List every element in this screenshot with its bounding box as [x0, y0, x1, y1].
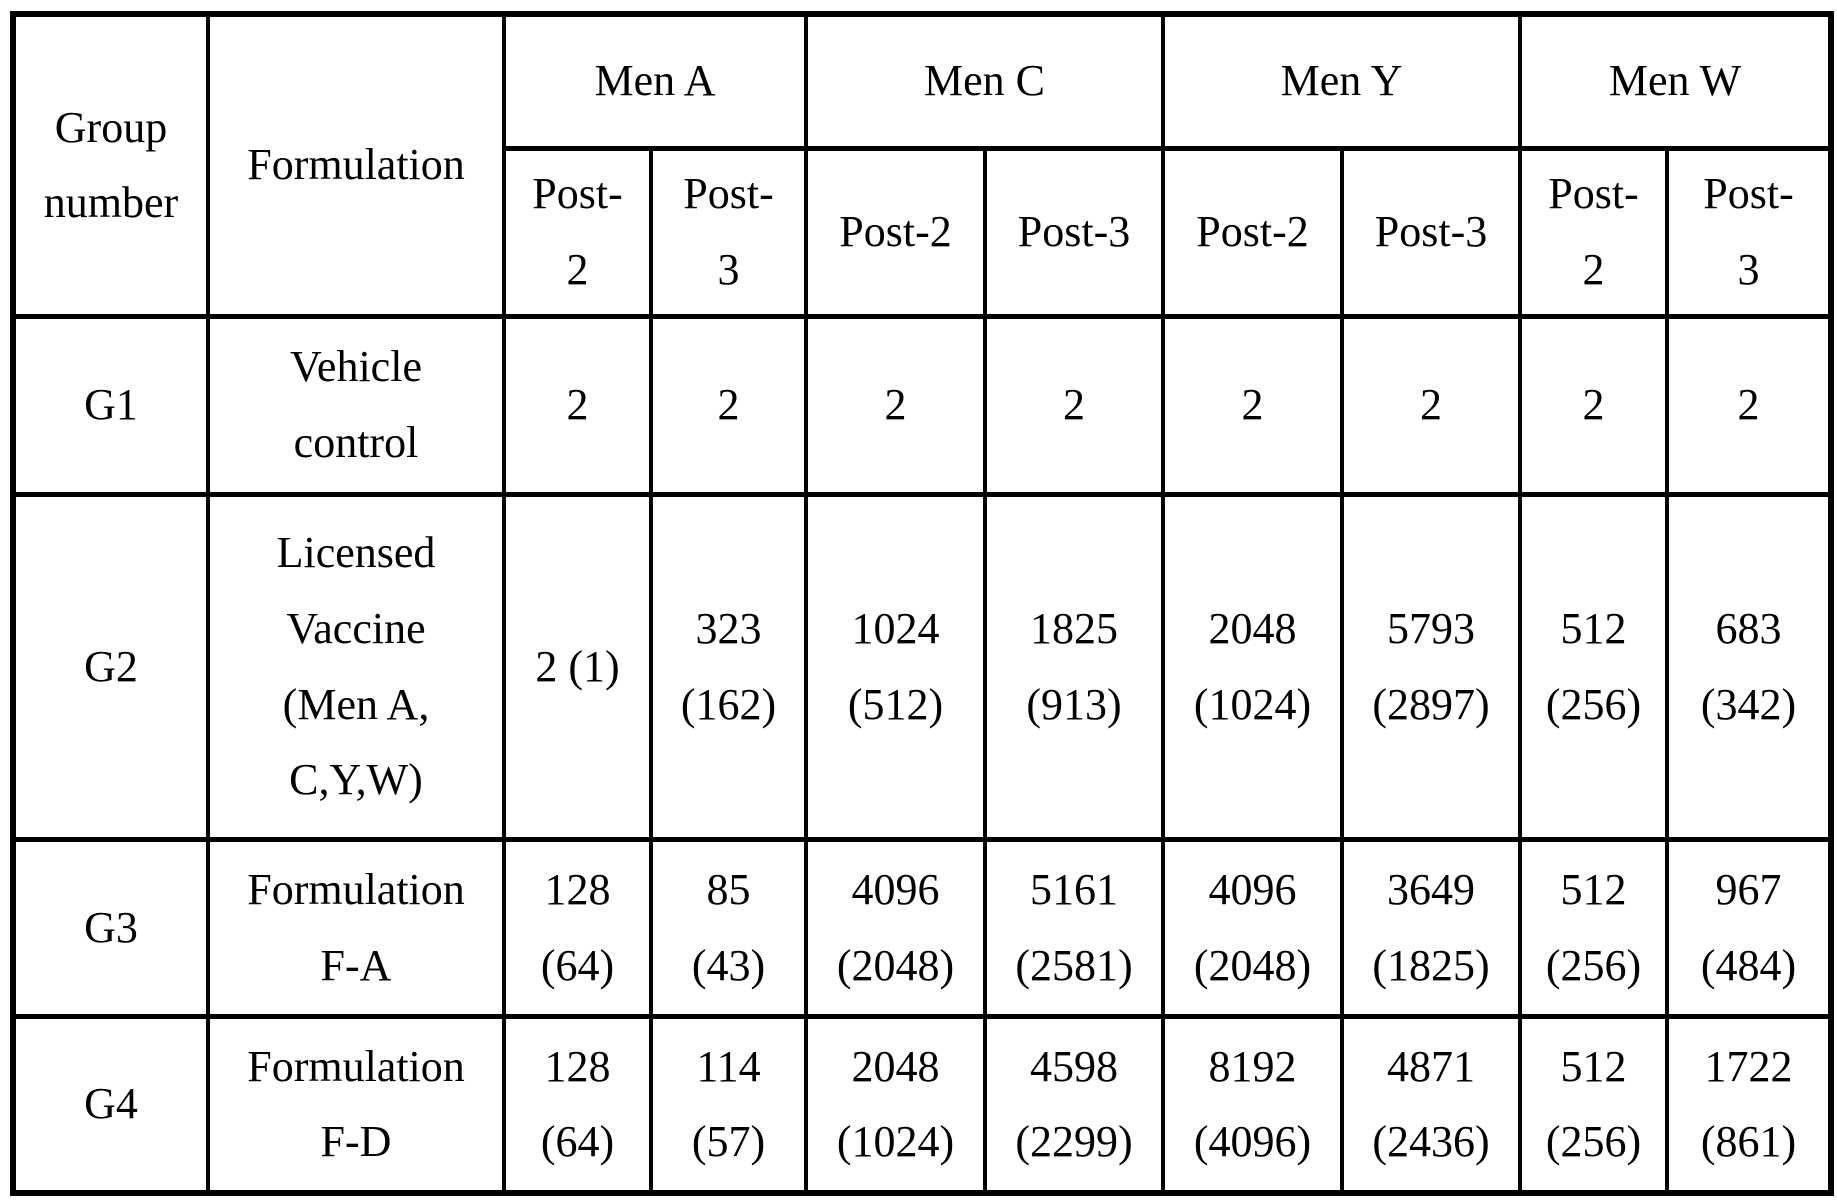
cell-g2-men-a-post3: 323 (162) [649, 491, 808, 842]
header-row-timepoints: Post- 2 Post- 3 Post-2 Post-3 Post-2 Pos… [13, 145, 1834, 319]
cell-g1-men-w-post2: 2 [1518, 313, 1670, 497]
header-row-serogroups: Group number Formulation Men A Men C Men… [11, 11, 1834, 319]
table-row-g3: G3 Formulation F-A 128 (64) 85 (43) 4096… [11, 836, 1834, 1019]
subheader-men-c-post2: Post-2 [804, 145, 987, 319]
titer-table: Group number Formulation Men A Men C Men… [10, 11, 1835, 1196]
cell-g4-men-w-post3: 1722 (861) [1665, 1013, 1834, 1196]
cell-g4-men-c-post3: 4598 (2299) [983, 1013, 1165, 1196]
subheader-men-w-post3: Post- 3 [1665, 145, 1834, 319]
cell-g4-men-y-post2: 8192 (4096) [1161, 1013, 1344, 1196]
cell-g3-men-c-post2: 4096 (2048) [804, 836, 987, 1019]
row-label-g3: G3 [11, 836, 210, 1019]
formulation-g1: Vehicle control [206, 313, 506, 497]
header-men-y: Men Y [1160, 11, 1523, 151]
cell-g3-men-w-post2: 512 (256) [1518, 836, 1670, 1019]
cell-g4-men-w-post2: 512 (256) [1518, 1013, 1670, 1196]
cell-g1-men-c-post3: 2 [983, 313, 1165, 497]
cell-g3-men-w-post3: 967 (484) [1665, 836, 1834, 1019]
cell-g1-men-y-post2: 2 [1161, 313, 1344, 497]
row-label-g4: G4 [11, 1013, 210, 1196]
cell-g2-men-c-post3: 1825 (913) [983, 491, 1165, 842]
subheader-men-a-post3: Post- 3 [649, 145, 808, 319]
cell-g1-men-w-post3: 2 [1665, 313, 1834, 497]
cell-g2-men-y-post3: 5793 (2897) [1339, 491, 1523, 842]
cell-g1-men-a-post2: 2 [502, 313, 653, 497]
subheader-men-y-post2: Post-2 [1161, 145, 1344, 319]
cell-g3-men-a-post2: 128 (64) [502, 836, 653, 1019]
table-row-g4: G4 Formulation F-D 128 (64) 114 (57) 204… [11, 1013, 1834, 1196]
cell-g1-men-c-post2: 2 [804, 313, 987, 497]
subheader-men-y-post3: Post-3 [1339, 145, 1523, 319]
header-men-a: Men A [502, 11, 808, 151]
row-label-g2: G2 [11, 491, 210, 842]
subheader-men-c-post3: Post-3 [983, 145, 1165, 319]
cell-g3-men-y-post2: 4096 (2048) [1161, 836, 1344, 1019]
cell-g3-men-y-post3: 3649 (1825) [1339, 836, 1523, 1019]
formulation-g2: Licensed Vaccine (Men A, C,Y,W) [206, 491, 506, 842]
cell-g2-men-w-post2: 512 (256) [1518, 491, 1670, 842]
cell-g3-men-a-post3: 85 (43) [649, 836, 808, 1019]
cell-g4-men-a-post3: 114 (57) [649, 1013, 808, 1196]
row-label-g1: G1 [11, 313, 210, 497]
cell-g2-men-y-post2: 2048 (1024) [1161, 491, 1344, 842]
header-formulation: Formulation [206, 11, 506, 319]
cell-g2-men-w-post3: 683 (342) [1665, 491, 1834, 842]
table-row-g2: G2 Licensed Vaccine (Men A, C,Y,W) 2 (1)… [11, 491, 1834, 842]
cell-g4-men-a-post2: 128 (64) [502, 1013, 653, 1196]
header-men-w: Men W [1518, 11, 1834, 151]
header-group-number: Group number [11, 11, 210, 319]
subheader-men-a-post2: Post- 2 [502, 145, 653, 319]
header-men-c: Men C [804, 11, 1165, 151]
cell-g2-men-a-post2: 2 (1) [502, 491, 653, 842]
cell-g4-men-c-post2: 2048 (1024) [804, 1013, 987, 1196]
cell-g4-men-y-post3: 4871 (2436) [1339, 1013, 1523, 1196]
cell-g3-men-c-post3: 5161 (2581) [983, 836, 1165, 1019]
cell-g1-men-y-post3: 2 [1339, 313, 1523, 497]
formulation-g3: Formulation F-A [206, 836, 506, 1019]
subheader-men-w-post2: Post- 2 [1518, 145, 1670, 319]
cell-g2-men-c-post2: 1024 (512) [804, 491, 987, 842]
table-row-g1: G1 Vehicle control 2 2 2 2 2 2 2 2 [11, 313, 1834, 497]
cell-g1-men-a-post3: 2 [649, 313, 808, 497]
formulation-g4: Formulation F-D [206, 1013, 506, 1196]
